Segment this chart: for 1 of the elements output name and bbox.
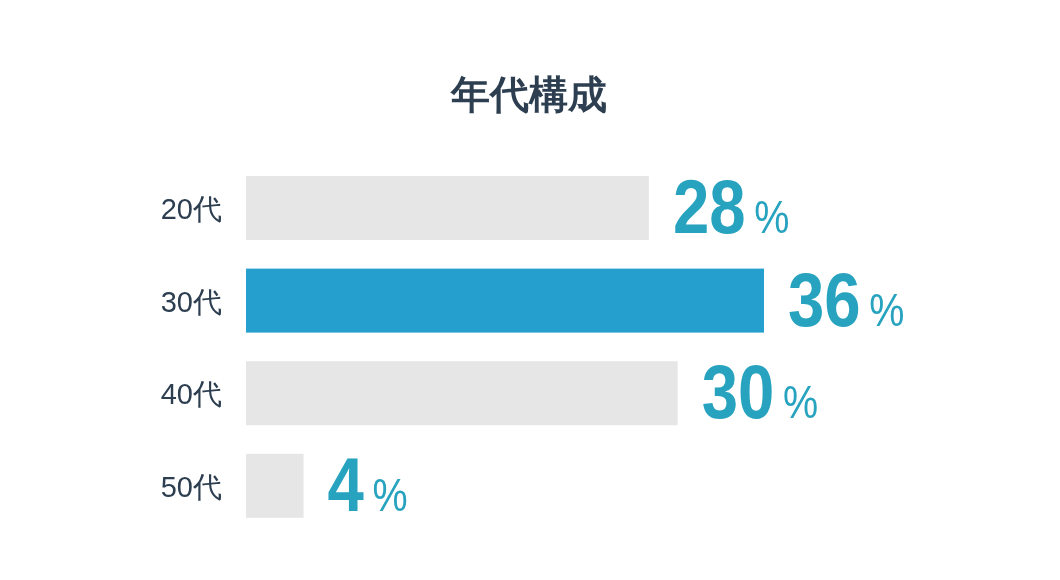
title: 年代構成 bbox=[451, 73, 607, 116]
